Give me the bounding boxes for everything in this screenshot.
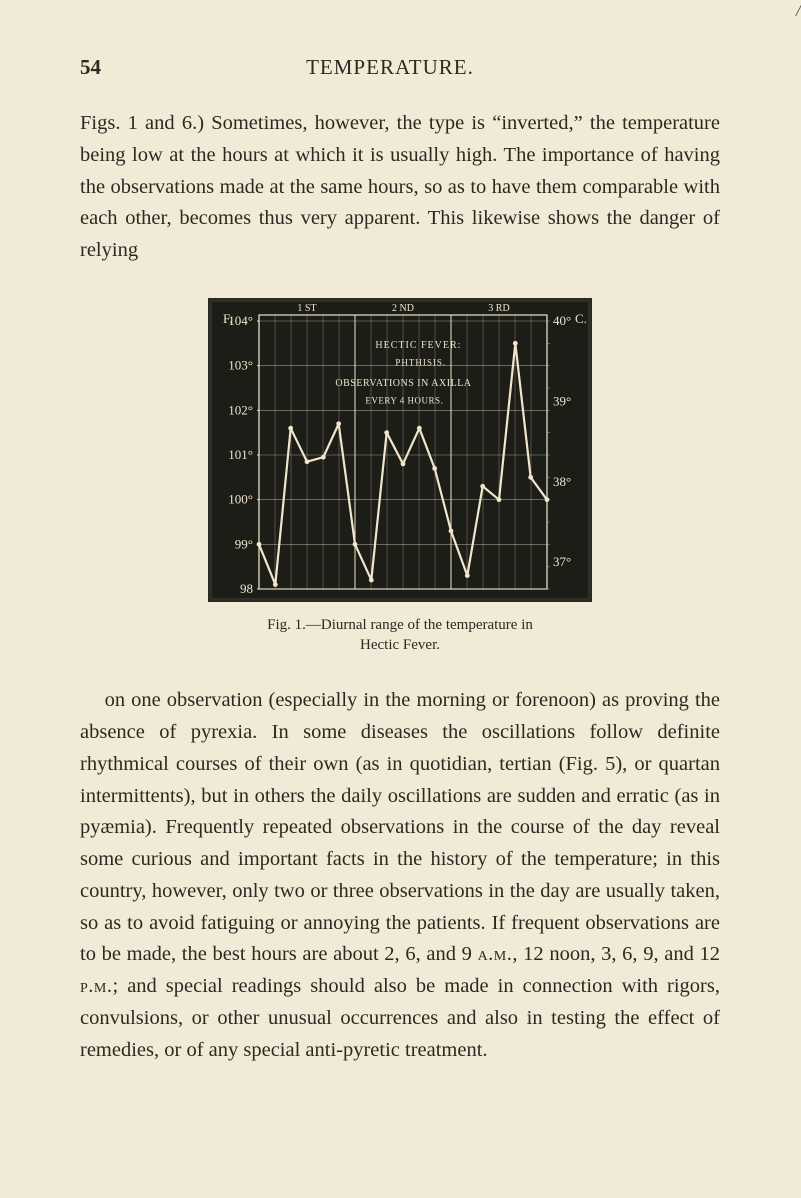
svg-text:C.: C. bbox=[575, 311, 587, 326]
svg-text:PHTHISIS.: PHTHISIS. bbox=[395, 357, 446, 367]
svg-text:98: 98 bbox=[240, 581, 253, 596]
caption-line-1: Fig. 1.—Diurnal range of the temperature… bbox=[267, 617, 533, 633]
svg-text:100°: 100° bbox=[228, 491, 253, 506]
para2-text: on one observation (especially in the mo… bbox=[80, 685, 720, 1066]
running-title: TEMPERATURE. bbox=[306, 55, 474, 80]
figure-1: 1 ST2 ND3 RDF.104°103°102°101°100°99°98C… bbox=[205, 295, 595, 605]
page-number: 54 bbox=[80, 55, 101, 80]
body-paragraph-1: Figs. 1 and 6.) Sometimes, however, the … bbox=[80, 108, 720, 267]
svg-text:EVERY 4 HOURS.: EVERY 4 HOURS. bbox=[365, 395, 443, 405]
svg-text:39°: 39° bbox=[553, 393, 571, 408]
svg-text:101°: 101° bbox=[228, 447, 253, 462]
page-curl-mark: / bbox=[796, 0, 801, 21]
svg-text:2 ND: 2 ND bbox=[392, 303, 414, 314]
page-header: 54 TEMPERATURE. bbox=[80, 55, 720, 80]
caption-line-2: Hectic Fever. bbox=[360, 637, 440, 653]
svg-text:1 ST: 1 ST bbox=[297, 303, 316, 314]
svg-text:103°: 103° bbox=[228, 357, 253, 372]
svg-text:99°: 99° bbox=[235, 536, 253, 551]
svg-text:102°: 102° bbox=[228, 402, 253, 417]
svg-text:104°: 104° bbox=[228, 313, 253, 328]
body-paragraph-2: on one observation (especially in the mo… bbox=[80, 685, 720, 1066]
svg-text:40°: 40° bbox=[553, 313, 571, 328]
svg-text:37°: 37° bbox=[553, 554, 571, 569]
svg-text:3 RD: 3 RD bbox=[488, 303, 509, 314]
para1-text: Figs. 1 and 6.) Sometimes, however, the … bbox=[80, 108, 720, 267]
svg-text:OBSERVATIONS IN AXILLA: OBSERVATIONS IN AXILLA bbox=[335, 378, 471, 389]
svg-text:HECTIC FEVER:: HECTIC FEVER: bbox=[375, 340, 461, 351]
figure-caption: Fig. 1.—Diurnal range of the temperature… bbox=[80, 615, 720, 656]
hectic-fever-chart: 1 ST2 ND3 RDF.104°103°102°101°100°99°98C… bbox=[205, 295, 595, 605]
page-content: 54 TEMPERATURE. Figs. 1 and 6.) Sometime… bbox=[80, 55, 720, 1067]
svg-text:38°: 38° bbox=[553, 474, 571, 489]
